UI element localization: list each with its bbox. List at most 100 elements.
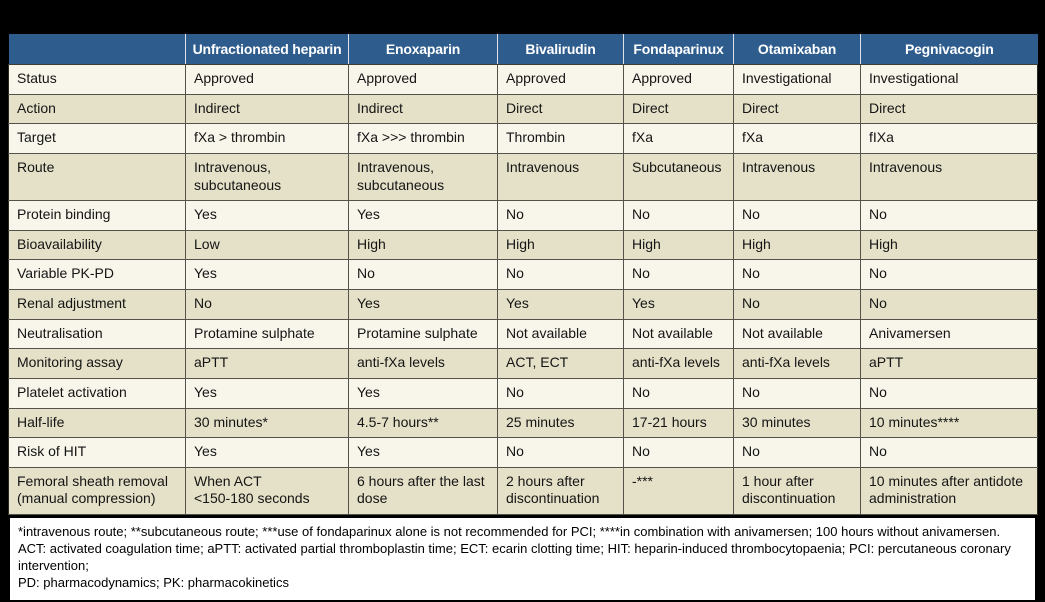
cell-monitoring-assay-bivalirudin: ACT, ECT	[497, 348, 624, 379]
cell-variable-pk-pd-unfractionated-heparin: Yes	[185, 259, 349, 290]
row-label-column-header	[8, 34, 186, 65]
cell-neutralisation-unfractionated-heparin: Protamine sulphate	[185, 318, 349, 350]
table-row-bioavailability: Bioavailability Low High High High High High	[8, 229, 1038, 261]
cell-action-bivalirudin: Direct	[497, 93, 624, 125]
row-label: Route	[8, 152, 186, 202]
cell-route-otamixaban: Intravenous	[733, 152, 861, 202]
cell-neutralisation-bivalirudin: Not available	[497, 318, 624, 350]
cell-risk-of-hit-pegnivacogin: No	[860, 437, 1038, 468]
cell-protein-binding-bivalirudin: No	[497, 200, 624, 231]
cell-monitoring-assay-pegnivacogin: aPTT	[860, 348, 1038, 379]
row-label: Status	[8, 64, 186, 95]
cell-monitoring-assay-fondaparinux: anti-fXa levels	[623, 348, 734, 379]
cell-protein-binding-fondaparinux: No	[623, 200, 734, 231]
cell-bioavailability-fondaparinux: High	[623, 229, 734, 261]
table-row-target: Target fXa > thrombin fXa >>> thrombin Thro…	[8, 123, 1038, 154]
table-row-route: Route Intravenous, subcutaneous Intravenou…	[8, 152, 1038, 202]
cell-half-life-pegnivacogin: 10 minutes****	[860, 407, 1038, 439]
cell-target-bivalirudin: Thrombin	[497, 123, 624, 154]
cell-route-enoxaparin: Intravenous, subcutaneous	[348, 152, 498, 202]
cell-target-enoxaparin: fXa >>> thrombin	[348, 123, 498, 154]
cell-half-life-enoxaparin: 4.5-7 hours**	[348, 407, 498, 439]
table-body: Status Approved Approved Approved Approved In…	[8, 64, 1038, 516]
cell-neutralisation-pegnivacogin: Anivamersen	[860, 318, 1038, 350]
cell-bioavailability-pegnivacogin: High	[860, 229, 1038, 261]
footnote: *intravenous route; **subcutaneous route…	[8, 516, 1037, 602]
row-label: Femoral sheath removal (manual compressi…	[8, 466, 186, 516]
cell-protein-binding-otamixaban: No	[733, 200, 861, 231]
drug-comparison-panel: Unfractionated heparin Enoxaparin Bivaliru…	[8, 34, 1038, 602]
cell-femoral-sheath-removal-manual-compression-otamixaban: 1 hour after discontinuation	[733, 466, 861, 516]
row-label: Bioavailability	[8, 229, 186, 261]
cell-variable-pk-pd-pegnivacogin: No	[860, 259, 1038, 290]
row-label: Half-life	[8, 407, 186, 439]
table-row-action: Action Indirect Indirect Direct Direct Direct…	[8, 93, 1038, 125]
cell-protein-binding-enoxaparin: Yes	[348, 200, 498, 231]
cell-route-pegnivacogin: Intravenous	[860, 152, 1038, 202]
cell-platelet-activation-unfractionated-heparin: Yes	[185, 377, 349, 409]
row-label: Platelet activation	[8, 377, 186, 409]
cell-target-otamixaban: fXa	[733, 123, 861, 154]
cell-variable-pk-pd-fondaparinux: No	[623, 259, 734, 290]
drug-comparison-table: Unfractionated heparin Enoxaparin Bivaliru…	[8, 34, 1038, 516]
row-label: Variable PK-PD	[8, 259, 186, 290]
cell-monitoring-assay-otamixaban: anti-fXa levels	[733, 348, 861, 379]
cell-monitoring-assay-unfractionated-heparin: aPTT	[185, 348, 349, 379]
cell-bioavailability-otamixaban: High	[733, 229, 861, 261]
table-row-monitoring-assay: Monitoring assay aPTT anti-fXa levels ACT, …	[8, 348, 1038, 379]
cell-bioavailability-bivalirudin: High	[497, 229, 624, 261]
cell-femoral-sheath-removal-manual-compression-fondaparinux: -***	[623, 466, 734, 516]
table-row-neutralisation: Neutralisation Protamine sulphate Protamin…	[8, 318, 1038, 350]
cell-platelet-activation-fondaparinux: No	[623, 377, 734, 409]
cell-renal-adjustment-unfractionated-heparin: No	[185, 289, 349, 320]
cell-status-fondaparinux: Approved	[623, 64, 734, 95]
row-label: Renal adjustment	[8, 289, 186, 320]
table-row-variable-pk-pd: Variable PK-PD Yes No No No No No	[8, 259, 1038, 290]
cell-variable-pk-pd-bivalirudin: No	[497, 259, 624, 290]
cell-action-fondaparinux: Direct	[623, 93, 734, 125]
cell-platelet-activation-pegnivacogin: No	[860, 377, 1038, 409]
cell-renal-adjustment-bivalirudin: Yes	[497, 289, 624, 320]
cell-route-bivalirudin: Intravenous	[497, 152, 624, 202]
cell-status-pegnivacogin: Investigational	[860, 64, 1038, 95]
row-label: Monitoring assay	[8, 348, 186, 379]
cell-action-pegnivacogin: Direct	[860, 93, 1038, 125]
row-label: Risk of HIT	[8, 437, 186, 468]
cell-neutralisation-otamixaban: Not available	[733, 318, 861, 350]
column-header-otamixaban: Otamixaban	[733, 34, 861, 65]
cell-variable-pk-pd-otamixaban: No	[733, 259, 861, 290]
row-label: Target	[8, 123, 186, 154]
cell-route-unfractionated-heparin: Intravenous, subcutaneous	[185, 152, 349, 202]
cell-target-pegnivacogin: fIXa	[860, 123, 1038, 154]
table-header-row: Unfractionated heparin Enoxaparin Bivaliru…	[8, 34, 1038, 65]
cell-femoral-sheath-removal-manual-compression-bivalirudin: 2 hours after discontinuation	[497, 466, 624, 516]
table-row-risk-of-hit: Risk of HIT Yes Yes No No No No	[8, 437, 1038, 468]
column-header-pegnivacogin: Pegnivacogin	[860, 34, 1038, 65]
cell-target-fondaparinux: fXa	[623, 123, 734, 154]
cell-femoral-sheath-removal-manual-compression-enoxaparin: 6 hours after the last dose	[348, 466, 498, 516]
cell-route-fondaparinux: Subcutaneous	[623, 152, 734, 202]
column-header-enoxaparin: Enoxaparin	[348, 34, 498, 65]
cell-renal-adjustment-otamixaban: No	[733, 289, 861, 320]
cell-status-otamixaban: Investigational	[733, 64, 861, 95]
cell-action-otamixaban: Direct	[733, 93, 861, 125]
cell-risk-of-hit-bivalirudin: No	[497, 437, 624, 468]
cell-renal-adjustment-enoxaparin: Yes	[348, 289, 498, 320]
cell-renal-adjustment-fondaparinux: Yes	[623, 289, 734, 320]
table-row-status: Status Approved Approved Approved Approved In…	[8, 64, 1038, 95]
cell-neutralisation-enoxaparin: Protamine sulphate	[348, 318, 498, 350]
cell-status-bivalirudin: Approved	[497, 64, 624, 95]
cell-status-enoxaparin: Approved	[348, 64, 498, 95]
table-header: Unfractionated heparin Enoxaparin Bivaliru…	[8, 34, 1038, 65]
cell-platelet-activation-bivalirudin: No	[497, 377, 624, 409]
cell-action-unfractionated-heparin: Indirect	[185, 93, 349, 125]
table-row-protein-binding: Protein binding Yes Yes No No No No	[8, 200, 1038, 231]
cell-femoral-sheath-removal-manual-compression-unfractionated-heparin: When ACT <150-180 seconds	[185, 466, 349, 516]
table-row-half-life: Half-life 30 minutes* 4.5-7 hours** 25 minu…	[8, 407, 1038, 439]
row-label: Action	[8, 93, 186, 125]
cell-platelet-activation-enoxaparin: Yes	[348, 377, 498, 409]
cell-renal-adjustment-pegnivacogin: No	[860, 289, 1038, 320]
cell-variable-pk-pd-enoxaparin: No	[348, 259, 498, 290]
row-label: Protein binding	[8, 200, 186, 231]
column-header-bivalirudin: Bivalirudin	[497, 34, 624, 65]
